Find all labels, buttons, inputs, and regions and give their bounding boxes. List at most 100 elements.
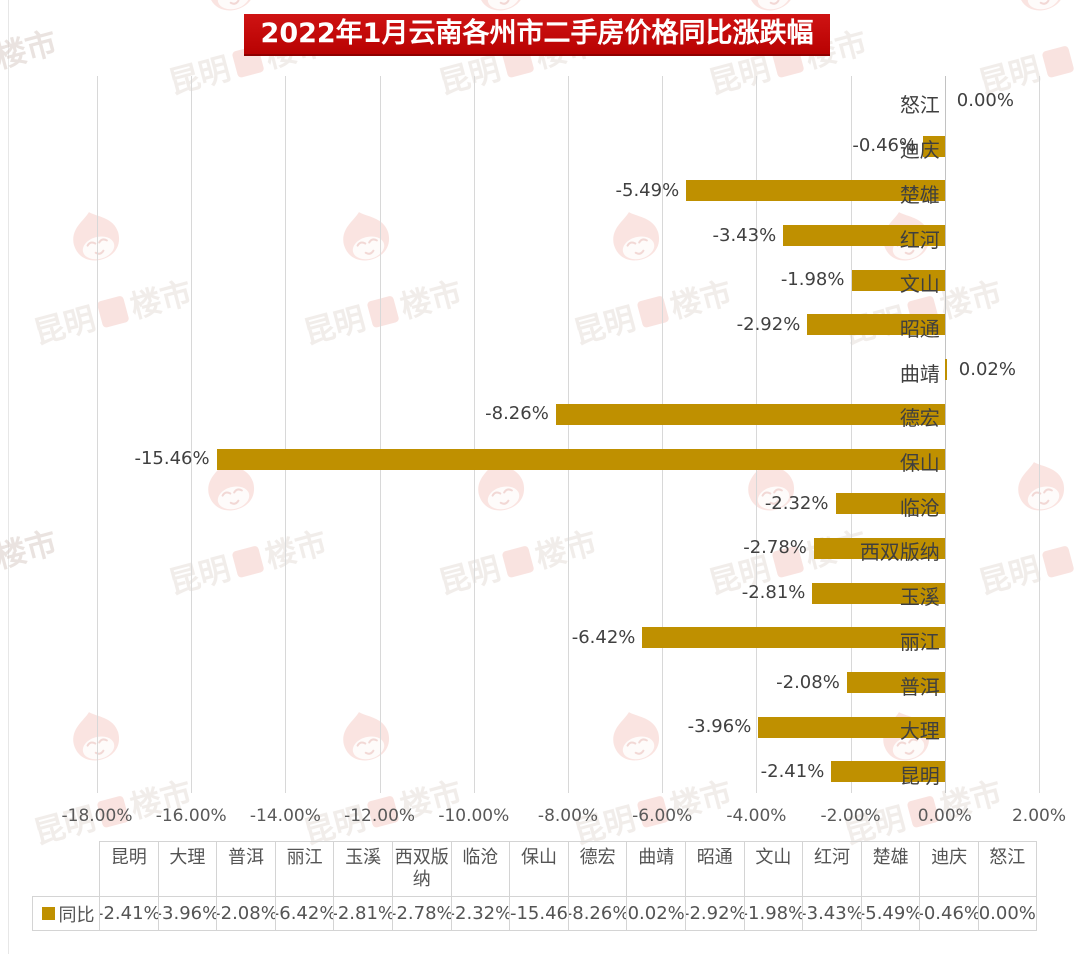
svg-text:昆明: 昆明 [705,51,774,102]
table-value-cell: 0.00% [978,896,1037,931]
gridline [662,76,664,793]
value-label-楚雄: -5.49% [615,179,680,201]
table-header-cell: 昭通 [685,841,744,896]
gridline [1039,76,1040,793]
table-value-cell: -6.42% [274,896,334,931]
value-label-曲靖: 0.02% [958,358,1016,380]
table-header-cell: 昆明 [99,841,158,896]
category-label-怒江: 怒江 [899,93,940,118]
table-value-cell: -5.49% [860,896,920,931]
watermark-tile: 昆明楼市 [272,187,479,357]
table-value-cell: -1.98% [743,896,803,931]
svg-text:昆明: 昆明 [30,301,99,352]
bar-普洱 [846,672,945,693]
table-header-cell: 怒江 [978,841,1037,896]
page-edge-line [8,0,9,954]
value-label-保山: -15.46% [134,448,210,469]
bar-临沧 [835,493,945,515]
bar-昆明 [831,761,945,783]
gridline [285,76,287,793]
watermark-tile: 昆明楼市 [947,437,1074,607]
category-label-昭通: 昭通 [899,316,940,341]
value-label-文山: -1.98% [780,269,845,291]
table-header-cell: 临沧 [450,841,510,896]
bar-德宏 [555,403,945,425]
value-label-丽江: -6.42% [571,626,636,648]
category-label-昆明: 昆明 [899,763,940,788]
category-label-普洱: 普洱 [899,674,940,699]
legend-label: 同比 [58,904,95,926]
table-value-cell: -2.78% [392,896,451,931]
bar-文山 [851,269,945,291]
watermark-tile: 昆明楼市 [542,687,749,857]
legend-swatch [41,907,55,920]
table-value-cell: -2.32% [450,896,510,931]
category-label-德宏: 德宏 [899,406,940,431]
x-axis-tick-label: -16.00% [155,806,227,826]
table-value-cell: -2.92% [685,896,744,931]
svg-text:昆明: 昆明 [570,301,639,352]
x-axis-tick-label: -6.00% [632,806,693,826]
value-label-昭通: -2.92% [736,313,801,335]
x-axis-tick-label: -14.00% [249,806,321,826]
bar-曲靖 [944,359,947,381]
table-value-cell: -3.43% [802,896,861,931]
bar-大理 [758,716,945,738]
value-label-普洱: -2.08% [776,671,840,693]
x-axis-tick-label: -10.00% [438,806,510,826]
bar-玉溪 [812,582,945,604]
svg-text:昆明: 昆明 [435,51,504,102]
zero-axis-line [944,76,946,793]
watermark-tile: 昆明楼市 [542,187,749,357]
gridline [568,76,569,793]
bar-楚雄 [686,180,945,202]
category-label-保山: 保山 [899,451,940,475]
gridline [97,76,98,793]
table-value-cell: -2.08% [216,896,275,931]
table-value-cell: -0.46% [919,896,978,931]
table-header-cell: 丽江 [274,841,334,896]
chart-title: 2022年1月云南各州市二手房价格同比涨跌幅 [260,18,814,49]
svg-text:楼市: 楼市 [397,275,466,326]
table-value-cell: 0.02% [626,896,685,931]
table-header-cell: 楚雄 [860,841,920,896]
svg-text:昆明: 昆明 [300,301,369,352]
category-label-文山: 文山 [899,272,940,297]
chart-title-banner: 2022年1月云南各州市二手房价格同比涨跌幅 [244,14,830,56]
svg-text:昆明: 昆明 [165,551,234,602]
svg-text:楼市: 楼市 [0,525,61,576]
x-axis-tick-label: -8.00% [537,806,599,826]
table-value-cell: -15.46 [509,896,568,931]
svg-text:昆明: 昆明 [975,551,1044,602]
svg-text:昆明: 昆明 [165,51,234,102]
value-label-怒江: 0.00% [956,90,1014,112]
x-axis-tick-label: -18.00% [61,806,133,826]
category-label-大理: 大理 [899,719,940,744]
svg-text:楼市: 楼市 [532,525,601,576]
value-label-西双版纳: -2.78% [743,537,807,559]
table-legend-cell: 同比 [32,896,99,931]
svg-text:楼市: 楼市 [0,25,61,76]
svg-text:楼市: 楼市 [937,275,1006,326]
watermark-tile: 昆明楼市 [2,687,209,857]
category-label-临沧: 临沧 [899,495,940,520]
table-header-cell: 文山 [743,841,803,896]
gridline [473,76,475,793]
table-value-cell: -8.26% [567,896,627,931]
category-label-楚雄: 楚雄 [899,182,940,207]
bar-西双版纳 [813,537,945,559]
x-axis-tick-label: -4.00% [726,806,787,826]
table-header-cell: 德宏 [567,841,627,896]
svg-text:楼市: 楼市 [262,525,331,576]
category-label-曲靖: 曲靖 [899,361,940,386]
table-value-cell: -3.96% [157,896,217,931]
category-label-玉溪: 玉溪 [899,585,940,610]
category-label-迪庆: 迪庆 [899,138,940,163]
value-label-迪庆: -0.46% [852,135,917,157]
table-header-cell: 迪庆 [919,841,978,896]
table-header-cell: 红河 [802,841,861,896]
gridline [191,76,193,793]
